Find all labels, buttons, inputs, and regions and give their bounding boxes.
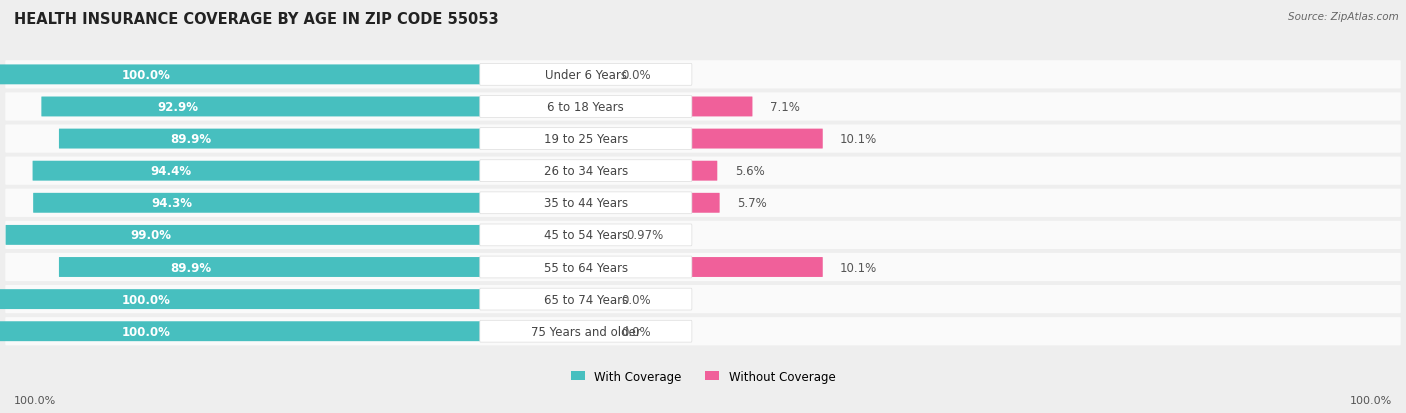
FancyBboxPatch shape: [479, 128, 692, 150]
Text: 99.0%: 99.0%: [131, 229, 172, 242]
Text: 55 to 64 Years: 55 to 64 Years: [544, 261, 628, 274]
Text: 26 to 34 Years: 26 to 34 Years: [544, 165, 628, 178]
Text: 0.0%: 0.0%: [621, 69, 651, 82]
FancyBboxPatch shape: [479, 289, 692, 310]
FancyBboxPatch shape: [34, 193, 586, 213]
FancyBboxPatch shape: [0, 65, 586, 85]
Text: Source: ZipAtlas.com: Source: ZipAtlas.com: [1288, 12, 1399, 22]
Text: 0.97%: 0.97%: [626, 229, 664, 242]
Text: 94.3%: 94.3%: [150, 197, 193, 210]
Text: 65 to 74 Years: 65 to 74 Years: [544, 293, 628, 306]
Text: 5.7%: 5.7%: [737, 197, 766, 210]
FancyBboxPatch shape: [479, 96, 692, 118]
FancyBboxPatch shape: [479, 160, 692, 182]
FancyBboxPatch shape: [479, 192, 692, 214]
Text: 100.0%: 100.0%: [122, 325, 172, 338]
Text: 94.4%: 94.4%: [150, 165, 191, 178]
FancyBboxPatch shape: [479, 64, 692, 86]
FancyBboxPatch shape: [585, 257, 823, 277]
FancyBboxPatch shape: [585, 97, 752, 117]
FancyBboxPatch shape: [479, 320, 692, 342]
Text: 10.1%: 10.1%: [841, 133, 877, 146]
Text: 100.0%: 100.0%: [1350, 395, 1392, 405]
Text: 89.9%: 89.9%: [170, 133, 211, 146]
FancyBboxPatch shape: [6, 61, 1400, 89]
FancyBboxPatch shape: [6, 221, 1400, 249]
FancyBboxPatch shape: [479, 256, 692, 278]
FancyBboxPatch shape: [585, 129, 823, 149]
Text: 35 to 44 Years: 35 to 44 Years: [544, 197, 628, 210]
FancyBboxPatch shape: [32, 161, 586, 181]
FancyBboxPatch shape: [585, 193, 720, 213]
FancyBboxPatch shape: [585, 225, 609, 245]
Legend: With Coverage, Without Coverage: With Coverage, Without Coverage: [571, 370, 835, 383]
Text: Under 6 Years: Under 6 Years: [546, 69, 627, 82]
FancyBboxPatch shape: [479, 224, 692, 246]
FancyBboxPatch shape: [6, 285, 1400, 313]
Text: 89.9%: 89.9%: [170, 261, 211, 274]
FancyBboxPatch shape: [59, 257, 586, 277]
FancyBboxPatch shape: [41, 97, 586, 117]
FancyBboxPatch shape: [0, 321, 586, 341]
FancyBboxPatch shape: [6, 125, 1400, 153]
Text: 19 to 25 Years: 19 to 25 Years: [544, 133, 628, 146]
Text: 7.1%: 7.1%: [770, 101, 800, 114]
Text: 45 to 54 Years: 45 to 54 Years: [544, 229, 628, 242]
Text: 100.0%: 100.0%: [14, 395, 56, 405]
Text: 100.0%: 100.0%: [122, 69, 172, 82]
FancyBboxPatch shape: [59, 129, 586, 149]
Text: 10.1%: 10.1%: [841, 261, 877, 274]
FancyBboxPatch shape: [6, 93, 1400, 121]
Text: 0.0%: 0.0%: [621, 325, 651, 338]
Text: 0.0%: 0.0%: [621, 293, 651, 306]
Text: HEALTH INSURANCE COVERAGE BY AGE IN ZIP CODE 55053: HEALTH INSURANCE COVERAGE BY AGE IN ZIP …: [14, 12, 499, 27]
Text: 6 to 18 Years: 6 to 18 Years: [547, 101, 624, 114]
FancyBboxPatch shape: [6, 157, 1400, 185]
Text: 5.6%: 5.6%: [734, 165, 765, 178]
FancyBboxPatch shape: [6, 189, 1400, 217]
Text: 92.9%: 92.9%: [157, 101, 198, 114]
FancyBboxPatch shape: [6, 225, 586, 245]
FancyBboxPatch shape: [6, 317, 1400, 346]
FancyBboxPatch shape: [6, 253, 1400, 281]
FancyBboxPatch shape: [585, 161, 717, 181]
FancyBboxPatch shape: [0, 290, 586, 309]
Text: 100.0%: 100.0%: [122, 293, 172, 306]
Text: 75 Years and older: 75 Years and older: [531, 325, 641, 338]
